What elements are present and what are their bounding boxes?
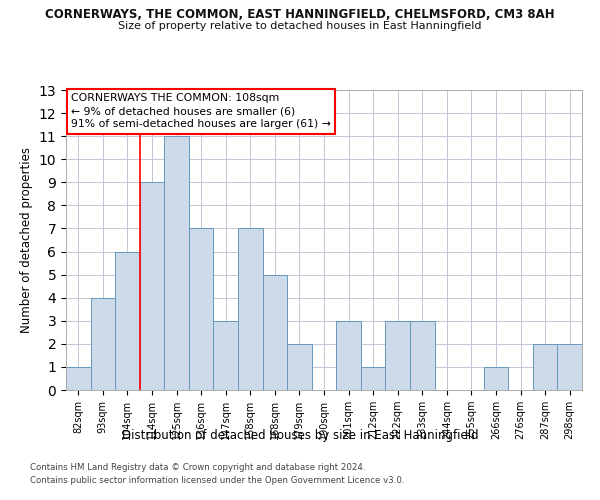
Text: Contains HM Land Registry data © Crown copyright and database right 2024.: Contains HM Land Registry data © Crown c… [30, 464, 365, 472]
Bar [66, 367, 91, 390]
Bar [140, 182, 164, 390]
Bar [385, 321, 410, 390]
Bar [91, 298, 115, 390]
Bar [287, 344, 312, 390]
Bar [214, 321, 238, 390]
Text: CORNERWAYS THE COMMON: 108sqm
← 9% of detached houses are smaller (6)
91% of sem: CORNERWAYS THE COMMON: 108sqm ← 9% of de… [71, 93, 331, 130]
Bar [238, 228, 263, 390]
Y-axis label: Number of detached properties: Number of detached properties [20, 147, 33, 333]
Text: CORNERWAYS, THE COMMON, EAST HANNINGFIELD, CHELMSFORD, CM3 8AH: CORNERWAYS, THE COMMON, EAST HANNINGFIEL… [45, 8, 555, 20]
Text: Size of property relative to detached houses in East Hanningfield: Size of property relative to detached ho… [118, 21, 482, 31]
Text: Contains public sector information licensed under the Open Government Licence v3: Contains public sector information licen… [30, 476, 404, 485]
Bar [533, 344, 557, 390]
Bar [189, 228, 214, 390]
Bar [164, 136, 189, 390]
Bar [410, 321, 434, 390]
Bar [361, 367, 385, 390]
Bar [557, 344, 582, 390]
Bar [115, 252, 140, 390]
Text: Distribution of detached houses by size in East Hanningfield: Distribution of detached houses by size … [122, 428, 478, 442]
Bar [484, 367, 508, 390]
Bar [263, 274, 287, 390]
Bar [336, 321, 361, 390]
